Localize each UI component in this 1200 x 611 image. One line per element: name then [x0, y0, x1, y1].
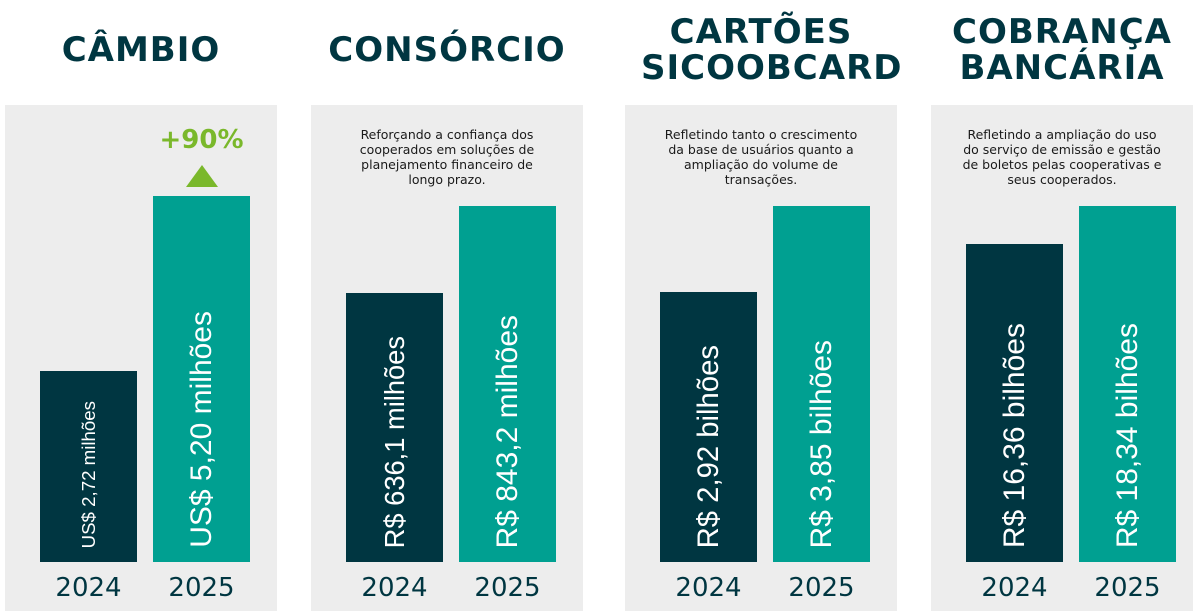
chart-panel: Refletindo tanto o crescimento da base d…	[625, 105, 897, 611]
x-tick-label: 2025	[1094, 573, 1161, 603]
title-text: COBRANÇA BANCÁRIA	[952, 12, 1172, 88]
x-tick-label: 2025	[788, 573, 855, 603]
chart-panel: Refletindo a ampliação do uso do serviço…	[931, 105, 1193, 611]
bar: US$ 5,20 milhões	[153, 196, 250, 562]
bar: R$ 16,36 bilhões	[966, 244, 1063, 562]
x-tick-label: 2025	[168, 573, 235, 603]
value-label: R$ 18,34 bilhões	[1110, 322, 1144, 548]
x-tick-label: 2024	[981, 573, 1048, 603]
subtitle: Refletindo tanto o crescimento da base d…	[664, 127, 858, 187]
value-label: R$ 843,2 milhões	[490, 314, 524, 548]
value-label: R$ 3,85 bilhões	[804, 339, 838, 548]
bar: R$ 843,2 milhões	[459, 206, 556, 562]
value-label: US$ 2,72 milhões	[77, 400, 99, 548]
bar: R$ 636,1 milhões	[346, 293, 443, 562]
value-label: R$ 636,1 milhões	[378, 335, 410, 548]
subtitle: Refletindo a ampliação do uso do serviço…	[962, 127, 1162, 187]
title-text: CÂMBIO	[61, 30, 221, 70]
chart-title: CÂMBIO	[5, 0, 277, 100]
bar: R$ 2,92 bilhões	[660, 292, 757, 562]
x-tick-label: 2024	[675, 573, 742, 603]
value-label: R$ 2,92 bilhões	[691, 344, 725, 548]
annotation: +90%	[159, 125, 244, 155]
chart-title: CONSÓRCIO	[311, 0, 583, 100]
chart-title: COBRANÇA BANCÁRIA	[931, 0, 1193, 100]
title-text: CARTÕES SICOOBCARD	[641, 12, 903, 88]
x-tick-label: 2024	[361, 573, 428, 603]
bar: R$ 3,85 bilhões	[773, 206, 870, 562]
arrow-up	[185, 165, 218, 187]
x-tick-label: 2025	[474, 573, 541, 603]
bar: US$ 2,72 milhões	[40, 370, 137, 562]
title-text: CONSÓRCIO	[328, 30, 566, 70]
value-label: US$ 5,20 milhões	[184, 311, 218, 548]
chart-panel: US$ 2,72 milhões 2024 US$ 5,20 milhões 2025…	[5, 105, 277, 611]
chart-title: CARTÕES SICOOBCARD	[625, 0, 903, 100]
subtitle: Reforçando a confiança dos cooperados em…	[359, 127, 535, 187]
bar: R$ 18,34 bilhões	[1079, 206, 1176, 562]
x-tick-label: 2024	[55, 573, 122, 603]
chart-panel: Reforçando a confiança dos cooperados em…	[311, 105, 583, 611]
value-label: R$ 16,36 bilhões	[997, 322, 1031, 548]
